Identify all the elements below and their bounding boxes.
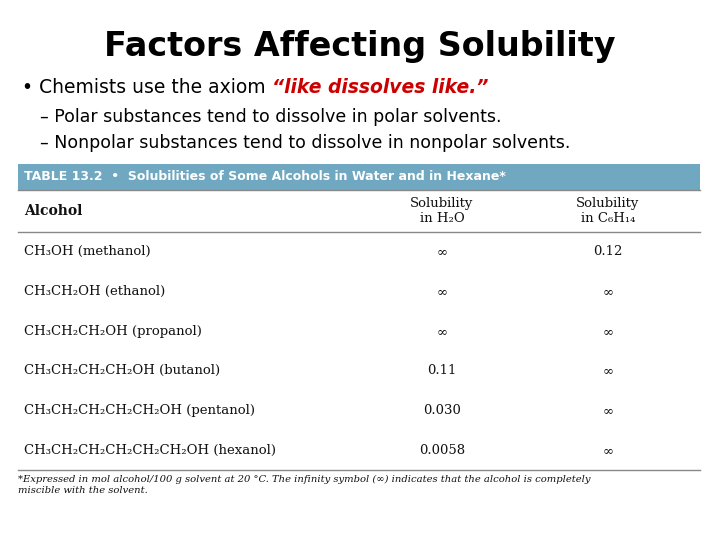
Text: Factors Affecting Solubility: Factors Affecting Solubility bbox=[104, 30, 616, 63]
Text: 0.12: 0.12 bbox=[593, 245, 623, 258]
Text: CH₃CH₂CH₂CH₂OH (butanol): CH₃CH₂CH₂CH₂OH (butanol) bbox=[24, 364, 220, 377]
Text: ∞: ∞ bbox=[603, 404, 613, 417]
Text: – Polar substances tend to dissolve in polar solvents.: – Polar substances tend to dissolve in p… bbox=[40, 108, 502, 126]
Text: Solubility
in C₆H₁₄: Solubility in C₆H₁₄ bbox=[576, 197, 639, 226]
Text: – Nonpolar substances tend to dissolve in nonpolar solvents.: – Nonpolar substances tend to dissolve i… bbox=[40, 134, 570, 152]
Bar bbox=[18, 164, 700, 190]
Text: TABLE 13.2  •  Solubilities of Some Alcohols in Water and in Hexane*: TABLE 13.2 • Solubilities of Some Alcoho… bbox=[24, 171, 506, 184]
Text: ∞: ∞ bbox=[436, 245, 448, 258]
Text: Alcohol: Alcohol bbox=[24, 204, 82, 218]
Text: CH₃CH₂CH₂CH₂CH₂OH (pentanol): CH₃CH₂CH₂CH₂CH₂OH (pentanol) bbox=[24, 404, 255, 417]
Text: ∞: ∞ bbox=[603, 285, 613, 298]
Text: ∞: ∞ bbox=[603, 364, 613, 377]
Text: ∞: ∞ bbox=[603, 325, 613, 338]
Text: CH₃CH₂CH₂CH₂CH₂CH₂OH (hexanol): CH₃CH₂CH₂CH₂CH₂CH₂OH (hexanol) bbox=[24, 444, 276, 457]
Text: “like dissolves like.”: “like dissolves like.” bbox=[271, 78, 488, 97]
Text: 0.0058: 0.0058 bbox=[419, 444, 465, 457]
Text: CH₃OH (methanol): CH₃OH (methanol) bbox=[24, 245, 150, 258]
Text: *Expressed in mol alcohol/100 g solvent at 20 °C. The infinity symbol (∞) indica: *Expressed in mol alcohol/100 g solvent … bbox=[18, 475, 590, 495]
Text: • Chemists use the axiom: • Chemists use the axiom bbox=[22, 78, 271, 97]
Text: 0.030: 0.030 bbox=[423, 404, 461, 417]
Text: ∞: ∞ bbox=[436, 285, 448, 298]
Text: 0.11: 0.11 bbox=[427, 364, 456, 377]
Text: CH₃CH₂OH (ethanol): CH₃CH₂OH (ethanol) bbox=[24, 285, 166, 298]
Text: CH₃CH₂CH₂OH (propanol): CH₃CH₂CH₂OH (propanol) bbox=[24, 325, 202, 338]
Text: ∞: ∞ bbox=[603, 444, 613, 457]
Text: ∞: ∞ bbox=[436, 325, 448, 338]
Text: Solubility
in H₂O: Solubility in H₂O bbox=[410, 197, 474, 226]
